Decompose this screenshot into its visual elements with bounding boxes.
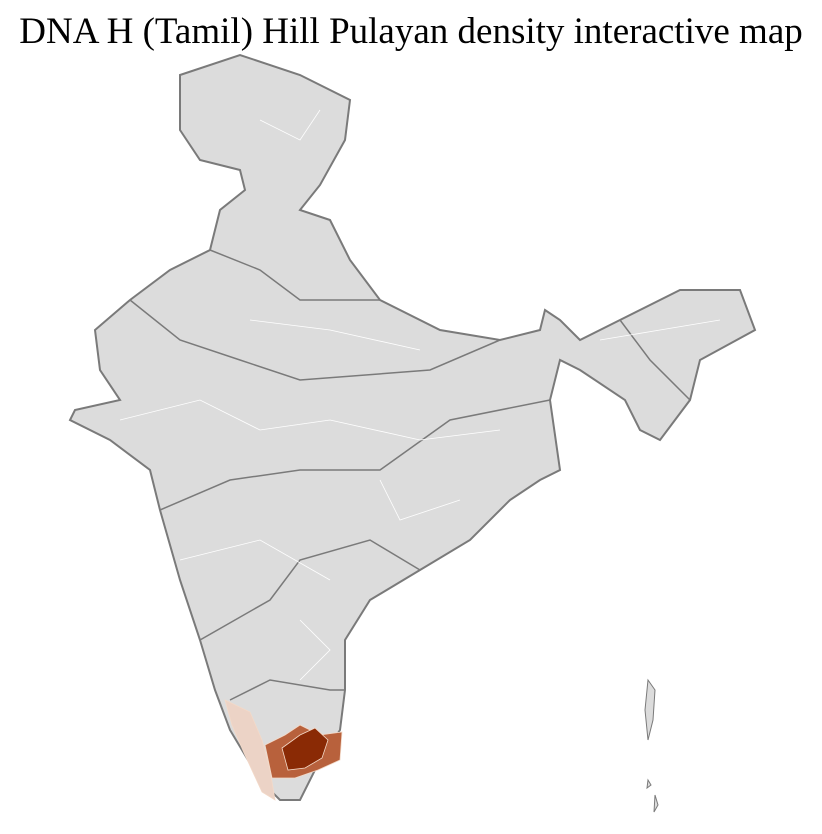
andaman-islands[interactable] xyxy=(644,678,659,813)
region-tamilnadu-high-density[interactable] xyxy=(281,727,329,771)
india-outline[interactable] xyxy=(68,53,757,801)
map-title: DNA H (Tamil) Hill Pulayan density inter… xyxy=(19,11,803,52)
district-lines xyxy=(119,109,721,681)
state-borders xyxy=(129,249,691,701)
region-kerala-low-density[interactable] xyxy=(224,699,276,801)
